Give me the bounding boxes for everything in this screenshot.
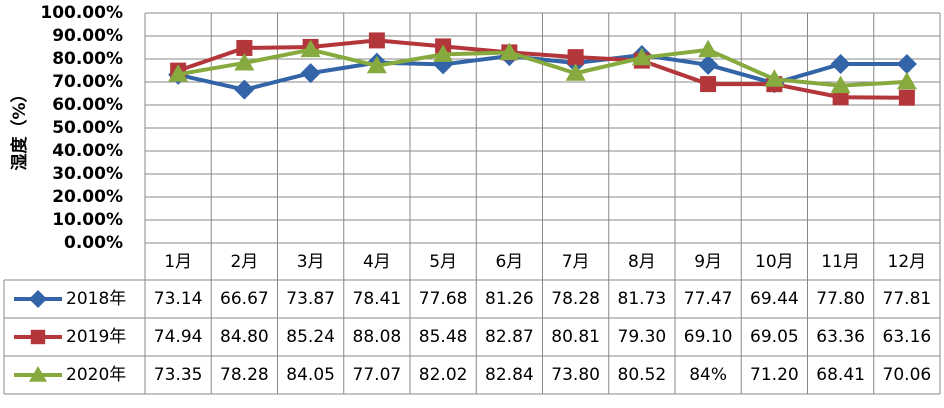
table-value: 77.68 <box>419 289 468 309</box>
table-value: 84.05 <box>286 365 335 385</box>
marker <box>29 366 47 382</box>
x-tick-label: 2月 <box>230 252 258 272</box>
x-tick-label: 8月 <box>628 252 656 272</box>
y-tick-label: 10.00% <box>52 210 123 230</box>
marker <box>300 39 321 58</box>
legend-label: 2020年 <box>66 365 126 385</box>
table-value: 73.14 <box>154 289 203 309</box>
x-tick-label: 4月 <box>363 252 391 272</box>
table-value: 71.20 <box>750 365 799 385</box>
marker <box>832 89 849 106</box>
marker <box>565 63 586 81</box>
y-tick-label: 90.00% <box>52 26 123 46</box>
marker <box>698 39 719 58</box>
marker <box>830 54 851 75</box>
marker <box>433 44 454 62</box>
marker <box>700 76 717 93</box>
marker <box>29 290 47 308</box>
y-tick-label: 30.00% <box>52 164 123 184</box>
marker <box>631 47 652 66</box>
y-tick-label: 80.00% <box>52 49 123 69</box>
x-tick-label: 11月 <box>821 252 860 272</box>
marker <box>368 32 385 49</box>
x-tick-label: 7月 <box>562 252 590 272</box>
y-tick-label: 60.00% <box>52 95 123 115</box>
table-value: 70.06 <box>883 365 932 385</box>
table-value: 82.02 <box>419 365 468 385</box>
series-line <box>177 47 907 88</box>
marker <box>830 75 851 94</box>
table-value: 82.87 <box>485 327 534 347</box>
table-value: 81.26 <box>485 289 534 309</box>
table-value: 84.80 <box>220 327 269 347</box>
x-tick-label: 9月 <box>694 252 722 272</box>
table-value: 88.08 <box>353 327 402 347</box>
table-value: 73.35 <box>154 365 203 385</box>
marker <box>499 42 520 60</box>
table-value: 79.30 <box>618 327 667 347</box>
table-value: 77.07 <box>353 365 402 385</box>
marker <box>300 63 321 84</box>
table-value: 85.48 <box>419 327 468 347</box>
x-tick-label: 5月 <box>429 252 457 272</box>
y-axis-label: 湿度（%） <box>9 85 30 170</box>
table-value: 82.84 <box>485 365 534 385</box>
table-value: 63.36 <box>816 327 865 347</box>
marker <box>698 54 719 75</box>
table-value: 69.05 <box>750 327 799 347</box>
table-value: 78.28 <box>220 365 269 385</box>
marker <box>30 329 46 345</box>
table-value: 77.80 <box>816 289 865 309</box>
table-value: 78.28 <box>551 289 600 309</box>
table-value: 80.81 <box>551 327 600 347</box>
table-value: 73.87 <box>286 289 335 309</box>
x-tick-label: 3月 <box>297 252 325 272</box>
table-value: 85.24 <box>286 327 335 347</box>
y-tick-label: 50.00% <box>52 118 123 138</box>
table-value: 73.80 <box>551 365 600 385</box>
y-tick-label: 40.00% <box>52 141 123 161</box>
marker <box>896 54 917 75</box>
marker <box>234 79 255 100</box>
marker <box>896 71 917 90</box>
x-tick-label: 12月 <box>888 252 927 272</box>
series-line <box>177 38 907 100</box>
x-tick-label: 10月 <box>755 252 794 272</box>
marker <box>168 64 189 82</box>
table-value: 77.47 <box>684 289 733 309</box>
table-value: 66.67 <box>220 289 269 309</box>
table-value: 80.52 <box>618 365 667 385</box>
x-tick-label: 1月 <box>164 252 192 272</box>
marker <box>898 89 915 106</box>
table-value: 77.81 <box>883 289 932 309</box>
legend-label: 2019年 <box>66 327 126 347</box>
table-value: 63.16 <box>883 327 932 347</box>
table-value: 69.44 <box>750 289 799 309</box>
table-value: 84% <box>689 365 727 385</box>
marker <box>366 55 387 74</box>
table-value: 74.94 <box>154 327 203 347</box>
table-value: 69.10 <box>684 327 733 347</box>
legend-label: 2018年 <box>66 289 126 309</box>
x-tick-label: 6月 <box>495 252 523 272</box>
marker <box>764 69 785 87</box>
table-value: 81.73 <box>618 289 667 309</box>
marker <box>567 49 584 66</box>
y-tick-label: 100.00% <box>40 3 123 23</box>
y-tick-label: 0.00% <box>64 233 123 253</box>
marker <box>234 52 255 71</box>
table-value: 68.41 <box>816 365 865 385</box>
marker <box>236 39 253 56</box>
table-value: 78.41 <box>353 289 402 309</box>
y-tick-label: 20.00% <box>52 187 123 207</box>
y-tick-label: 70.00% <box>52 72 123 92</box>
